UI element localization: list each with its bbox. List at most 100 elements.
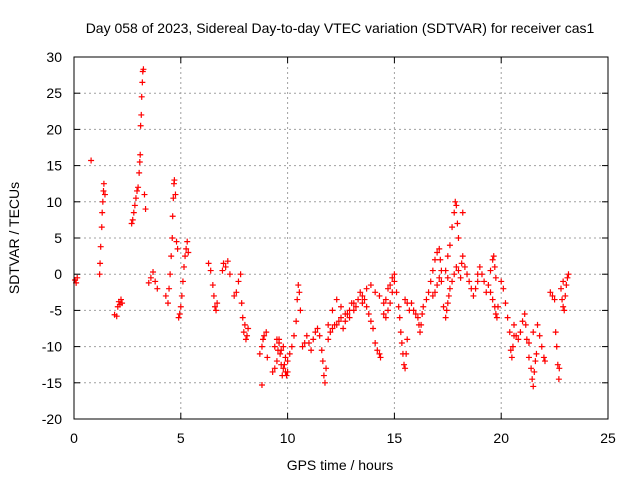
data-point [166, 285, 173, 292]
data-point [453, 263, 460, 270]
data-point [417, 329, 424, 336]
data-point [327, 329, 334, 336]
data-point [551, 296, 558, 303]
data-point [244, 332, 251, 339]
data-point [563, 282, 570, 289]
data-point [207, 267, 214, 274]
data-point [277, 350, 284, 357]
data-point [466, 278, 473, 285]
data-point [139, 79, 146, 86]
data-point [419, 311, 426, 318]
data-point [481, 278, 488, 285]
data-point [455, 267, 462, 274]
data-point [444, 300, 451, 307]
x-tick-label: 15 [387, 430, 403, 446]
data-point [314, 325, 321, 332]
data-point [412, 311, 419, 318]
data-point [329, 325, 336, 332]
y-tick-label: -10 [42, 339, 62, 355]
data-point [404, 336, 411, 343]
data-point [128, 220, 135, 227]
y-tick-label: 25 [46, 85, 62, 101]
data-point [367, 318, 374, 325]
data-point [370, 325, 377, 332]
data-point [538, 343, 545, 350]
data-point [490, 253, 497, 260]
data-point [235, 278, 242, 285]
y-tick-label: 10 [46, 194, 62, 210]
data-point [297, 307, 304, 314]
data-point [451, 209, 458, 216]
data-point [494, 303, 501, 310]
data-point [147, 274, 154, 281]
y-axis-title: SDTVAR / TECUs [6, 182, 22, 294]
data-point [491, 263, 498, 270]
data-point [429, 292, 436, 299]
data-point [554, 361, 561, 368]
data-point [492, 311, 499, 318]
data-point [555, 376, 562, 383]
data-point [209, 282, 216, 289]
data-point [418, 321, 425, 328]
data-point [100, 187, 107, 194]
data-point [170, 195, 177, 202]
data-point [177, 303, 184, 310]
data-point [296, 289, 303, 296]
data-point [184, 238, 191, 245]
data-point [382, 296, 389, 303]
data-point [282, 354, 289, 361]
data-point [97, 243, 104, 250]
data-point [427, 278, 434, 285]
data-point [333, 321, 340, 328]
data-point [319, 358, 326, 365]
data-point [325, 321, 332, 328]
data-point [140, 66, 147, 73]
data-point [295, 282, 302, 289]
data-point [455, 235, 462, 241]
data-point [173, 238, 180, 245]
data-point [182, 253, 189, 260]
data-point [487, 289, 494, 296]
data-point [284, 368, 291, 375]
data-point [137, 151, 144, 158]
data-point [438, 278, 445, 285]
data-series-sdtvar [72, 66, 572, 390]
data-point [141, 191, 148, 198]
data-point [553, 343, 560, 350]
data-point [99, 198, 106, 205]
data-point [308, 347, 315, 354]
data-point [119, 300, 126, 307]
data-point [562, 292, 569, 299]
data-point [137, 122, 144, 129]
data-point [382, 314, 389, 321]
data-point [533, 350, 540, 357]
data-point [429, 267, 436, 274]
data-point [397, 329, 404, 336]
data-point [498, 278, 505, 285]
data-point [245, 325, 252, 332]
data-point [530, 329, 537, 336]
data-point [342, 311, 349, 318]
data-point [181, 263, 188, 270]
data-point [474, 278, 481, 285]
data-point [271, 365, 278, 372]
data-point [459, 209, 466, 216]
data-point [219, 267, 226, 274]
data-point [472, 285, 479, 292]
data-point [280, 343, 287, 350]
data-point [444, 253, 451, 260]
x-tick-label: 5 [177, 430, 185, 446]
data-point [231, 292, 238, 299]
data-point [391, 278, 398, 285]
data-point [256, 350, 263, 357]
data-point [305, 339, 312, 346]
data-point [402, 296, 409, 303]
data-point [507, 347, 514, 354]
data-point [359, 292, 366, 299]
data-point [509, 343, 516, 350]
data-point [513, 332, 520, 339]
data-point [377, 354, 384, 361]
data-point [172, 191, 179, 198]
data-point [549, 292, 556, 299]
